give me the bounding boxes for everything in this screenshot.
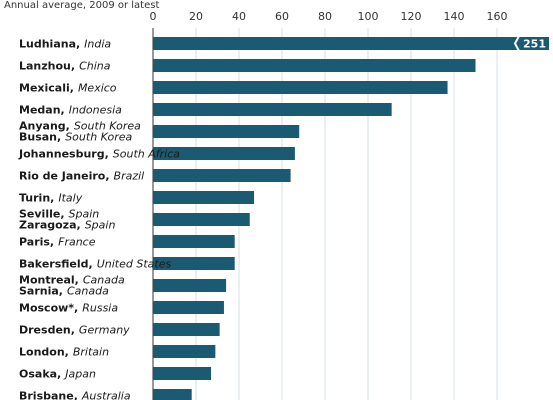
chart-subtitle: Annual average, 2009 or latest <box>4 0 160 11</box>
category-label: Dresden, Germany <box>19 324 130 337</box>
city-name: Johannesburg, <box>18 148 109 161</box>
bar <box>153 125 300 138</box>
bar <box>153 81 448 94</box>
category-label: Mexicali, Mexico <box>19 82 117 95</box>
country-name: Brazil <box>114 170 145 183</box>
bar <box>153 59 476 72</box>
x-tick-label: 20 <box>189 10 203 23</box>
country-name: Indonesia <box>69 104 122 117</box>
country-name: Mexico <box>78 82 117 95</box>
category-label: Rio de Janeiro, Brazil <box>19 170 144 183</box>
bar <box>153 367 212 380</box>
bar <box>153 213 250 226</box>
country-name: Spain <box>69 208 100 221</box>
category-label: Montreal, Canada <box>19 274 125 287</box>
x-tick-label: 120 <box>401 10 422 23</box>
category-label: Anyang, South Korea <box>19 120 141 133</box>
x-tick-label: 60 <box>275 10 289 23</box>
category-label: Seville, Spain <box>19 208 99 221</box>
x-tick-label: 80 <box>318 10 332 23</box>
bar <box>153 235 235 248</box>
x-tick-label: 0 <box>150 10 157 23</box>
country-name: Britain <box>73 346 109 359</box>
axis-break-icon <box>513 35 520 52</box>
country-name: Australia <box>81 390 131 400</box>
bar <box>153 389 192 400</box>
city-name: Bakersfield, <box>19 258 93 271</box>
country-name: France <box>58 236 96 249</box>
country-name: Japan <box>63 368 96 381</box>
category-label: Turin, Italy <box>19 192 83 205</box>
country-name: China <box>79 60 111 73</box>
category-label: Sarnia, Canada <box>19 285 109 298</box>
x-tick-label: 140 <box>444 10 465 23</box>
city-name: Paris, <box>19 236 54 249</box>
bar <box>153 301 224 314</box>
bar <box>153 257 235 270</box>
country-name: Canada <box>67 285 109 298</box>
city-name: Zaragoza, <box>19 219 81 232</box>
city-name: Brisbane, <box>19 390 78 400</box>
city-name: Osaka, <box>19 368 61 381</box>
category-label: London, Britain <box>19 346 109 359</box>
city-name: Anyang, <box>19 120 70 133</box>
x-tick-label: 100 <box>358 10 379 23</box>
category-label: Busan, South Korea <box>19 131 133 144</box>
city-name: Montreal, <box>19 274 79 287</box>
city-name: Seville, <box>19 208 65 221</box>
bar <box>153 147 295 160</box>
city-name: London, <box>19 346 69 359</box>
category-label: Paris, France <box>19 236 96 249</box>
city-name: Medan, <box>19 104 65 117</box>
bar <box>153 323 220 336</box>
city-name: Dresden, <box>19 324 75 337</box>
country-name: South Africa <box>113 148 180 161</box>
category-label: Medan, Indonesia <box>19 104 122 117</box>
city-name: Ludhiana, <box>19 38 80 51</box>
bar <box>153 37 549 50</box>
city-name: Turin, <box>19 192 54 205</box>
country-name: Russia <box>82 302 118 315</box>
country-name: Spain <box>85 219 116 232</box>
x-tick-label: 40 <box>232 10 246 23</box>
category-label: Lanzhou, China <box>19 60 111 73</box>
category-label: Osaka, Japan <box>19 368 96 381</box>
city-name: Mexicali, <box>19 82 74 95</box>
category-label: Brisbane, Australia <box>19 390 131 400</box>
bar <box>153 191 255 204</box>
city-name: Busan, <box>19 131 61 144</box>
country-name: United States <box>97 258 172 271</box>
city-name: Lanzhou, <box>19 60 75 73</box>
country-name: India <box>84 38 111 51</box>
country-name: South Korea <box>74 120 141 133</box>
country-name: Canada <box>83 274 125 287</box>
country-name: South Korea <box>65 131 132 144</box>
category-label: Moscow*, Russia <box>19 302 118 315</box>
city-name: Rio de Janeiro, <box>19 170 110 183</box>
category-label: Zaragoza, Spain <box>19 219 115 232</box>
city-name: Sarnia, <box>19 285 63 298</box>
bar <box>153 103 392 116</box>
bar <box>153 279 227 292</box>
city-name: Moscow*, <box>19 302 78 315</box>
bar <box>153 169 291 182</box>
country-name: Italy <box>58 192 82 205</box>
category-label: Johannesburg, South Africa <box>18 148 180 161</box>
bar <box>153 345 216 358</box>
category-label: Bakersfield, United States <box>19 258 171 271</box>
category-label: Ludhiana, India <box>19 38 111 51</box>
country-name: Germany <box>79 324 130 337</box>
x-tick-label: 160 <box>487 10 508 23</box>
data-label: 251 <box>523 38 546 51</box>
